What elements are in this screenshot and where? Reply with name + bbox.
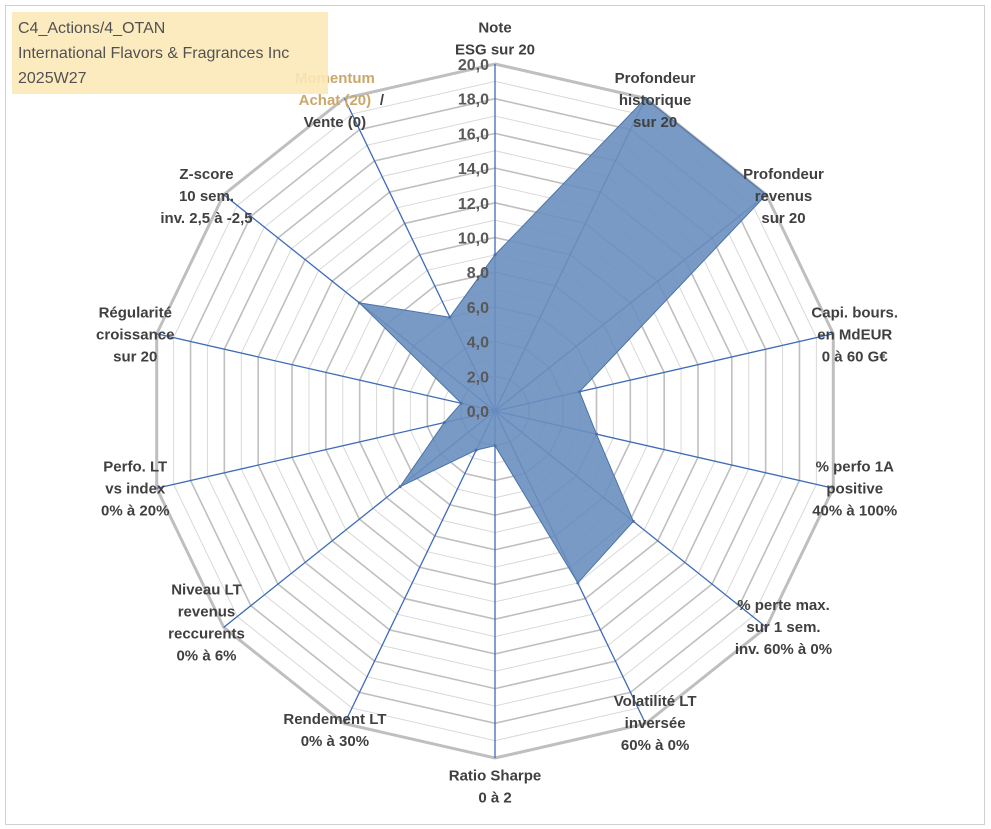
tick-layer: 0,0 2,0 4,0 6,0 8,0 10,0 12,0 14,0 16,0 18,0 20,0 bbox=[458, 57, 489, 421]
tick-label-4-0: 4,0 bbox=[467, 335, 489, 352]
axis-label-6-line-2: sur 1 sem. bbox=[746, 619, 820, 636]
tick-label-12-0: 12,0 bbox=[458, 196, 489, 213]
axis-label-4-line-2: en MdEUR bbox=[817, 327, 892, 344]
axis-label-5-line-2: positive bbox=[826, 480, 883, 497]
tick-label-20-0: 20,0 bbox=[458, 57, 489, 74]
data-point-5 bbox=[594, 432, 598, 436]
tick-label-10-0: 10,0 bbox=[458, 231, 489, 248]
tick-label-14-0: 14,0 bbox=[458, 161, 489, 178]
chart-title-box: C4_Actions/4_OTAN International Flavors … bbox=[12, 12, 328, 94]
data-point-7 bbox=[576, 581, 580, 585]
axis-label-14-line-2-slash: / bbox=[380, 92, 385, 109]
axis-spoke-9 bbox=[343, 410, 496, 724]
axis-label-2-line-1: Profondeur bbox=[615, 70, 696, 87]
axis-label-5-line-1: % perfo 1A bbox=[816, 458, 895, 475]
axis-label-7-line-3: 60% à 0% bbox=[621, 737, 689, 754]
axis-label-3-line-3: sur 20 bbox=[761, 210, 805, 227]
axis-label-3-line-1: Profondeur bbox=[743, 166, 824, 183]
axis-label-8-line-2: 0 à 2 bbox=[478, 790, 511, 807]
axis-label-11-line-3: 0% à 20% bbox=[101, 502, 169, 519]
axis-label-11-line-1: Perfo. LT bbox=[103, 458, 167, 475]
axis-label-12-line-2: croissance bbox=[96, 327, 174, 344]
axis-label-11-line-2: vs index bbox=[105, 480, 166, 497]
tick-label-2-0: 2,0 bbox=[467, 369, 489, 386]
axis-label-1-line-1: Note bbox=[478, 20, 511, 37]
title-line-2: International Flavors & Fragrances Inc bbox=[18, 45, 290, 62]
axis-label-14-line-3: Vente (0) bbox=[304, 114, 367, 131]
axis-label-10-line-4: 0% à 6% bbox=[176, 647, 236, 664]
axis-label-2-line-2: historique bbox=[619, 92, 692, 109]
data-point-8 bbox=[493, 444, 497, 448]
axis-label-7-line-2: inversée bbox=[625, 715, 686, 732]
axis-label-10-line-3: reccurents bbox=[168, 625, 245, 642]
axis-label-12-line-1: Régularité bbox=[99, 305, 172, 322]
data-point-1 bbox=[493, 253, 497, 257]
axis-label-9-line-1: Rendement LT bbox=[283, 711, 386, 728]
tick-label-0-0: 0,0 bbox=[467, 404, 489, 421]
tick-label-18-0: 18,0 bbox=[458, 92, 489, 109]
axis-label-7-line-1: Volatilité LT bbox=[614, 693, 697, 710]
axis-label-13-line-1: Z-score bbox=[179, 166, 233, 183]
data-point-6 bbox=[631, 519, 635, 523]
tick-label-6-0: 6,0 bbox=[467, 300, 489, 317]
axis-label-14-line-2: Achat (20) bbox=[299, 92, 372, 109]
axis-spoke-12 bbox=[156, 333, 496, 412]
data-point-12 bbox=[459, 401, 463, 405]
label-layer: Note ESG sur 20 Profondeur historique sur 20… bbox=[96, 20, 898, 807]
axis-label-3-line-2: revenus bbox=[755, 188, 813, 205]
data-point-13 bbox=[357, 301, 361, 305]
axis-label-13-line-3: inv. 2,5 à -2,5 bbox=[160, 210, 252, 227]
tick-label-8-0: 8,0 bbox=[467, 265, 489, 282]
axis-label-6-line-1: % perte max. bbox=[737, 597, 830, 614]
axis-label-4-line-3: 0 à 60 G€ bbox=[822, 349, 889, 366]
data-point-9 bbox=[474, 448, 478, 452]
tick-label-16-0: 16,0 bbox=[458, 126, 489, 143]
axis-label-10-line-2: revenus bbox=[178, 603, 236, 620]
axis-label-10-line-1: Niveau LT bbox=[171, 581, 242, 598]
data-point-14 bbox=[448, 315, 452, 319]
data-point-4 bbox=[578, 390, 582, 394]
axis-spoke-11 bbox=[156, 410, 496, 489]
title-line-1: C4_Actions/4_OTAN bbox=[18, 20, 166, 37]
axis-label-8-line-1: Ratio Sharpe bbox=[449, 768, 542, 785]
axis-label-5-line-3: 40% à 100% bbox=[812, 502, 897, 519]
data-point-3 bbox=[764, 193, 768, 197]
axis-label-2-line-3: sur 20 bbox=[633, 114, 677, 131]
axis-label-4-line-1: Capi. bours. bbox=[811, 305, 898, 322]
axis-label-1-line-2: ESG sur 20 bbox=[455, 42, 535, 59]
data-point-2 bbox=[644, 96, 648, 100]
series-layer bbox=[357, 96, 768, 585]
axis-label-12-line-3: sur 20 bbox=[113, 349, 157, 366]
data-point-11 bbox=[442, 421, 446, 425]
axis-label-6-line-3: inv. 60% à 0% bbox=[735, 641, 832, 658]
data-point-10 bbox=[398, 485, 402, 489]
title-line-3: 2025W27 bbox=[18, 70, 87, 87]
axis-label-9-line-2: 0% à 30% bbox=[301, 733, 369, 750]
axis-label-13-line-2: 10 sem. bbox=[179, 188, 234, 205]
